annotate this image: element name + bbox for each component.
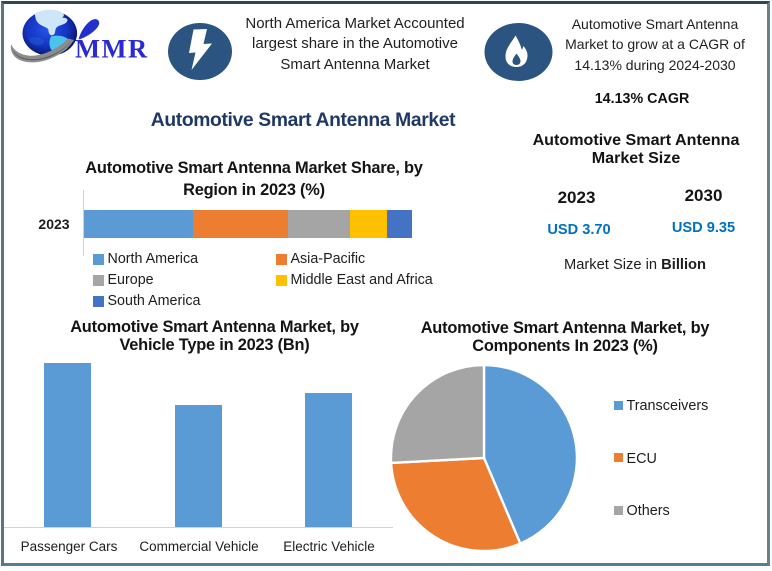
svg-text:MMR: MMR xyxy=(75,34,149,64)
